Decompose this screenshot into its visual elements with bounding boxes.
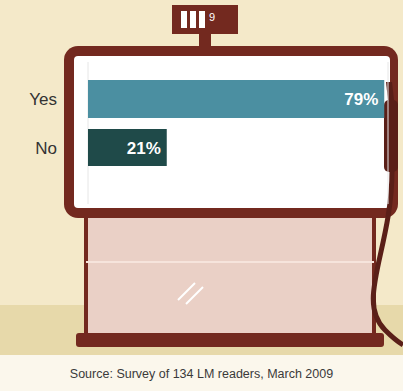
chart-root: 9 Yes 79% No 21% Source: Survey of 134 LM rea… bbox=[0, 0, 403, 391]
background bbox=[0, 0, 403, 391]
bar bbox=[88, 80, 384, 118]
body-line bbox=[86, 261, 374, 263]
data-label: 21% bbox=[127, 139, 161, 158]
nozzle-tip bbox=[386, 82, 394, 100]
sign-digit bbox=[190, 11, 196, 28]
pump-body bbox=[86, 215, 374, 337]
screen bbox=[74, 56, 390, 208]
sign-digit bbox=[199, 11, 205, 28]
bars bbox=[88, 80, 384, 166]
category-label: No bbox=[35, 139, 57, 158]
data-label: 79% bbox=[344, 90, 378, 109]
pump-head bbox=[64, 46, 398, 218]
price-sign bbox=[172, 5, 238, 34]
sign-post bbox=[199, 32, 211, 48]
glare bbox=[186, 287, 203, 304]
pump-base bbox=[76, 333, 384, 347]
sign-digit bbox=[181, 11, 187, 28]
source-band bbox=[0, 355, 403, 391]
axis-end bbox=[388, 62, 389, 204]
source: Source: Survey of 134 LM readers, March … bbox=[70, 367, 333, 381]
bar bbox=[88, 129, 167, 166]
category-label: Yes bbox=[29, 90, 57, 109]
nozzle bbox=[384, 100, 398, 172]
sign-text: 9 bbox=[209, 11, 215, 23]
